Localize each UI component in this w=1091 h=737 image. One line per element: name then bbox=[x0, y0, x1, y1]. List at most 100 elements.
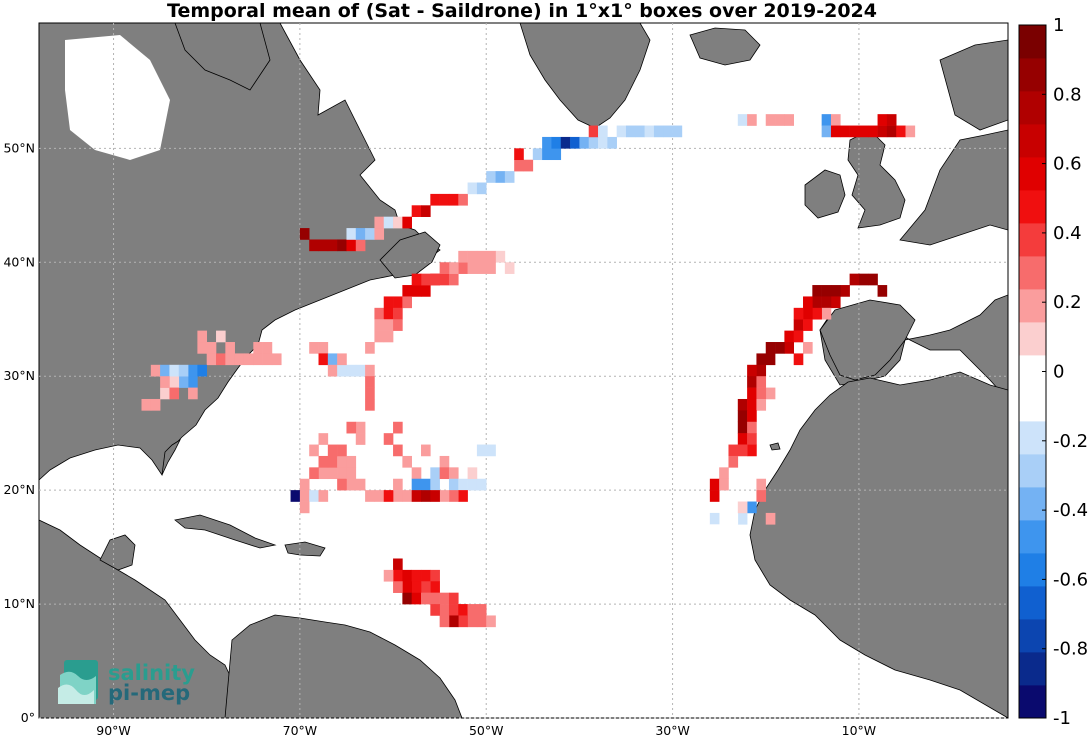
data-cell bbox=[709, 490, 720, 502]
data-cell bbox=[355, 433, 366, 445]
data-cell bbox=[542, 136, 552, 149]
data-cell bbox=[486, 444, 496, 457]
data-cell bbox=[458, 478, 468, 491]
colorbar-segment bbox=[1019, 256, 1046, 290]
data-cell bbox=[262, 342, 273, 354]
data-cell bbox=[486, 171, 496, 183]
data-cell bbox=[337, 444, 347, 457]
data-cell bbox=[216, 353, 226, 366]
data-cell bbox=[169, 387, 180, 400]
data-cell bbox=[337, 239, 347, 252]
data-cell bbox=[243, 353, 254, 366]
data-cell bbox=[448, 592, 459, 605]
colorbar-segment bbox=[1019, 487, 1046, 521]
colorbar-tick-label: -0.6 bbox=[1053, 569, 1088, 590]
data-cell bbox=[495, 171, 506, 183]
data-cell bbox=[504, 171, 515, 183]
data-cell bbox=[365, 228, 375, 240]
data-cell bbox=[253, 353, 263, 366]
figure-title: Temporal mean of (Sat - Saildrone) in 1°… bbox=[167, 0, 877, 22]
data-cell bbox=[160, 387, 170, 400]
data-cell bbox=[411, 478, 422, 491]
greenland-land bbox=[519, 23, 651, 129]
data-cell bbox=[448, 262, 459, 274]
data-cell bbox=[709, 512, 720, 525]
data-cell bbox=[327, 353, 338, 366]
data-cell bbox=[737, 398, 748, 411]
data-cell bbox=[383, 216, 394, 229]
data-cell bbox=[318, 239, 329, 252]
colorbar-tick-label: -0.2 bbox=[1053, 431, 1088, 452]
data-cell bbox=[411, 205, 422, 217]
data-cell bbox=[374, 330, 385, 343]
data-cell bbox=[383, 433, 394, 445]
logo-line-2: pi-mep bbox=[108, 681, 190, 705]
data-cell bbox=[523, 159, 534, 172]
data-cell bbox=[709, 524, 720, 537]
data-cell bbox=[719, 512, 729, 525]
data-cell bbox=[430, 490, 440, 502]
data-cell bbox=[467, 182, 478, 195]
colorbar-segment bbox=[1019, 553, 1046, 587]
data-cell bbox=[421, 444, 431, 457]
data-cell bbox=[812, 307, 822, 320]
data-cell bbox=[439, 615, 450, 628]
colorbar: 1 0.8 0.6 0.4 0.2 0 -0.2 -0.4 -0.6 -0.8 -1 bbox=[1018, 15, 1088, 729]
data-cell bbox=[421, 569, 431, 582]
colorbar-segment bbox=[1019, 58, 1046, 92]
data-cell bbox=[271, 353, 282, 366]
south-america-land bbox=[224, 614, 463, 718]
data-cell bbox=[393, 478, 403, 491]
data-cell bbox=[625, 125, 636, 138]
data-cell bbox=[383, 319, 394, 331]
data-cell bbox=[421, 273, 431, 286]
data-cell bbox=[616, 125, 627, 138]
data-cell bbox=[197, 342, 208, 354]
data-cell bbox=[430, 569, 440, 582]
data-cell bbox=[886, 125, 897, 138]
data-cell bbox=[840, 285, 850, 297]
colorbar-segment bbox=[1019, 223, 1046, 257]
data-cell bbox=[607, 136, 617, 149]
colorbar-segment bbox=[1019, 157, 1046, 191]
logo-line-1: salinity bbox=[108, 661, 195, 685]
data-cell bbox=[430, 581, 440, 593]
colorbar-segment bbox=[1019, 355, 1046, 389]
data-cell bbox=[840, 125, 850, 138]
colorbar-tick-label: 0.4 bbox=[1053, 223, 1082, 244]
data-cell bbox=[765, 353, 776, 366]
lat-tick-label: 0° bbox=[21, 710, 35, 725]
colorbar-segment bbox=[1019, 289, 1046, 323]
colorbar-segment bbox=[1019, 25, 1046, 59]
data-cell bbox=[188, 364, 198, 377]
data-cell bbox=[793, 330, 804, 343]
data-cell bbox=[448, 478, 459, 491]
data-cell bbox=[421, 285, 431, 297]
data-cell bbox=[504, 262, 515, 274]
data-cell bbox=[430, 604, 440, 616]
data-cell bbox=[365, 364, 375, 377]
data-cell bbox=[551, 136, 562, 149]
data-cell bbox=[737, 433, 748, 445]
data-cell bbox=[747, 410, 757, 423]
data-cell bbox=[653, 125, 664, 138]
data-cell bbox=[756, 398, 767, 411]
data-cell bbox=[234, 353, 245, 366]
data-cell bbox=[905, 125, 916, 138]
data-cell bbox=[747, 444, 757, 457]
data-cell bbox=[747, 398, 757, 411]
data-cell bbox=[309, 490, 319, 502]
data-cell bbox=[821, 307, 832, 320]
data-cell bbox=[430, 193, 440, 206]
data-cell bbox=[775, 114, 785, 126]
data-cell bbox=[374, 307, 385, 320]
colorbar-segment bbox=[1019, 454, 1046, 488]
data-cell bbox=[784, 330, 795, 343]
data-cell bbox=[812, 296, 822, 309]
hispaniola-land bbox=[284, 541, 326, 557]
lat-tick-label: 30°N bbox=[3, 368, 35, 383]
data-cell bbox=[393, 216, 403, 229]
data-cell bbox=[868, 273, 878, 286]
data-cell bbox=[178, 376, 189, 388]
data-cell bbox=[411, 273, 422, 286]
